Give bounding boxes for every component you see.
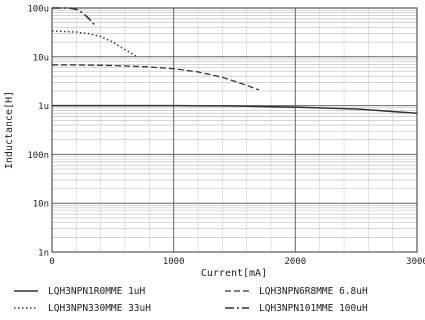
x-axis-label: Current[mA]: [201, 268, 267, 279]
x-tick-label: 1000: [163, 257, 185, 267]
legend-label: LQH3NPN1R0MME 1uH: [48, 286, 146, 297]
legend: LQH3NPN1R0MME 1uH LQH3NPN6R8MME 6.8uH LQH3…: [14, 286, 368, 314]
y-tick-label: 100u: [27, 5, 49, 15]
x-tick-label: 0: [49, 257, 54, 267]
legend-label: LQH3NPN6R8MME 6.8uH: [259, 286, 368, 297]
x-tick-label: 2000: [284, 257, 306, 267]
series-line: [51, 30, 138, 58]
y-tick-label: 1u: [38, 102, 49, 112]
y-tick-label: 1n: [38, 249, 49, 259]
series-line: [52, 64, 260, 91]
legend-label: LQH3NPN101MME 100uH: [259, 303, 368, 314]
y-tick-labels: 1n 10n 100n 1u 10u 100u: [27, 5, 49, 259]
minor-grid: [52, 8, 417, 252]
y-tick-label: 10n: [33, 200, 49, 210]
x-tick-label: 3000: [406, 257, 425, 267]
series-line: [52, 7, 96, 26]
major-grid: [51, 7, 418, 253]
plot-frame: [51, 7, 418, 253]
legend-label: LQH3NPN330MME 33uH: [48, 303, 151, 314]
y-axis-label: Inductance[H]: [4, 91, 15, 169]
y-tick-label: 10u: [33, 53, 49, 63]
series-line: [52, 104, 418, 114]
y-tick-label: 100n: [27, 151, 49, 161]
x-tick-labels: 0 1000 2000 3000: [49, 257, 425, 267]
series-layer: [51, 7, 418, 114]
